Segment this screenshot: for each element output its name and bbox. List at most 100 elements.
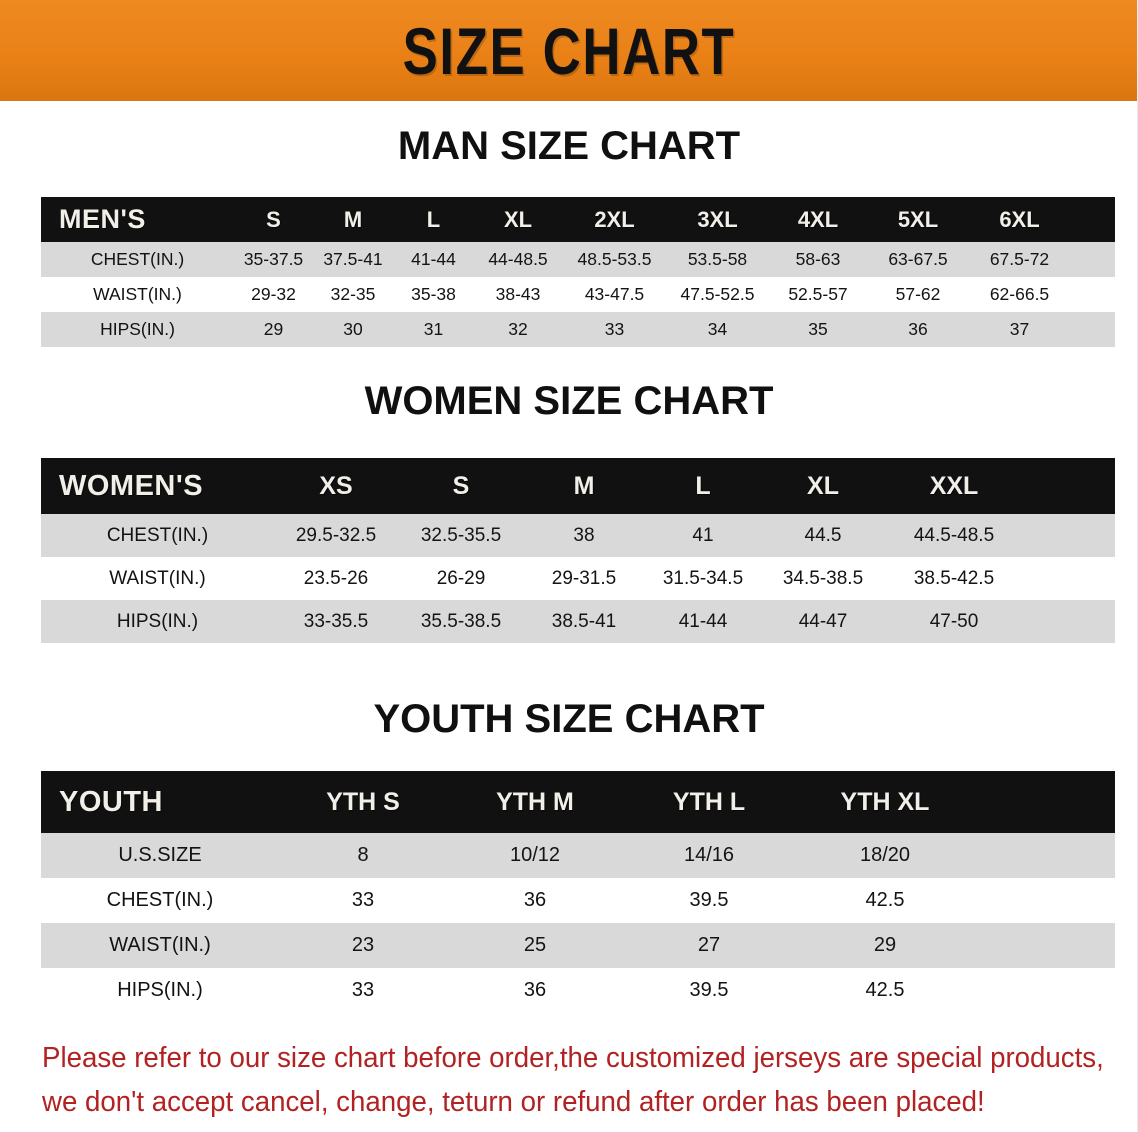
women-waist-filler <box>1024 557 1115 600</box>
youth-chest-m: 36 <box>523 889 547 911</box>
women-chest-xl: 44.5 <box>804 524 842 546</box>
table-header-row: WOMEN'S XS S M L XL XXL <box>41 458 1115 514</box>
man-waist-s: 29-32 <box>251 284 296 304</box>
man-col-m: M <box>343 206 363 232</box>
table-header-row: YOUTH YTH S YTH M YTH L YTH XL <box>41 771 1115 833</box>
youth-row-label-hips: HIPS(IN.) <box>117 979 203 1001</box>
man-waist-4xl: 52.5-57 <box>788 284 848 304</box>
man-chest-4xl: 58-63 <box>795 249 841 269</box>
man-chest-6xl: 67.5-72 <box>989 249 1050 269</box>
man-hips-2xl: 33 <box>604 319 625 339</box>
table-row: U.S.SIZE 8 10/12 14/16 18/20 <box>41 833 1115 878</box>
youth-size-table: YOUTH YTH S YTH M YTH L YTH XL U.S.SIZE … <box>41 771 1115 1013</box>
youth-hips-filler <box>975 968 1115 1013</box>
women-col-m: M <box>573 471 595 500</box>
youth-row-label-waist: WAIST(IN.) <box>109 934 211 956</box>
man-waist-l: 35-38 <box>411 284 456 304</box>
man-corner-label: MEN'S <box>59 204 146 234</box>
man-hips-5xl: 36 <box>908 319 928 339</box>
table-row: HIPS(IN.) 29 30 31 32 33 34 35 36 37 <box>41 312 1115 347</box>
women-hips-s: 35.5-38.5 <box>420 610 502 632</box>
women-col-xs: XS <box>319 471 353 500</box>
man-chest-xl: 44-48.5 <box>488 249 548 269</box>
women-hips-xs: 33-35.5 <box>303 610 369 632</box>
youth-chest-s: 33 <box>351 889 375 911</box>
man-waist-2xl: 43-47.5 <box>584 284 645 304</box>
table-row: WAIST(IN.) 23 25 27 29 <box>41 923 1115 968</box>
women-hips-l: 41-44 <box>678 610 728 632</box>
women-chest-xxl: 44.5-48.5 <box>913 524 995 546</box>
man-waist-m: 32-35 <box>330 284 376 304</box>
women-waist-xl: 34.5-38.5 <box>782 567 864 589</box>
table-row: HIPS(IN.) 33-35.5 35.5-38.5 38.5-41 41-4… <box>41 600 1115 643</box>
man-chest-filler <box>1071 242 1115 277</box>
youth-hips-s: 33 <box>351 979 375 1001</box>
man-chest-3xl: 53.5-58 <box>687 249 748 269</box>
youth-ussize-filler <box>975 833 1115 878</box>
man-waist-xl: 38-43 <box>495 284 541 304</box>
youth-chest-xl: 42.5 <box>865 889 905 911</box>
youth-col-filler <box>975 771 1115 833</box>
man-size-table: MEN'S S M L XL 2XL 3XL 4XL 5XL 6XL CHEST… <box>41 197 1115 347</box>
man-row-label-hips: HIPS(IN.) <box>100 319 175 339</box>
man-chest-m: 37.5-41 <box>323 249 383 269</box>
women-waist-s: 26-29 <box>436 567 486 589</box>
man-table-body: CHEST(IN.) 35-37.5 37.5-41 41-44 44-48.5… <box>41 242 1115 347</box>
man-chest-2xl: 48.5-53.5 <box>577 249 652 269</box>
youth-table-header: YOUTH YTH S YTH M YTH L YTH XL <box>41 771 1115 833</box>
man-col-s: S <box>266 206 281 232</box>
man-hips-m: 30 <box>343 319 363 339</box>
women-row-label-waist: WAIST(IN.) <box>109 567 206 589</box>
youth-ussize-m: 10/12 <box>509 844 561 866</box>
women-col-s: S <box>452 471 470 500</box>
man-hips-3xl: 34 <box>707 319 728 339</box>
table-row: CHEST(IN.) 29.5-32.5 32.5-35.5 38 41 44.… <box>41 514 1115 557</box>
women-hips-m: 38.5-41 <box>551 610 617 632</box>
table-header-row: MEN'S S M L XL 2XL 3XL 4XL 5XL 6XL <box>41 197 1115 242</box>
women-row-label-chest: CHEST(IN.) <box>106 524 209 546</box>
women-col-xl: XL <box>807 471 839 500</box>
man-col-2xl: 2XL <box>594 206 635 232</box>
man-chest-l: 41-44 <box>411 249 456 269</box>
man-waist-5xl: 57-62 <box>895 284 941 304</box>
table-row: CHEST(IN.) 35-37.5 37.5-41 41-44 44-48.5… <box>41 242 1115 277</box>
women-row-label-hips: HIPS(IN.) <box>116 610 199 632</box>
women-size-table: WOMEN'S XS S M L XL XXL CHEST(IN.) 29.5-… <box>41 458 1115 643</box>
youth-hips-m: 36 <box>523 979 547 1001</box>
women-waist-xxl: 38.5-42.5 <box>913 567 995 589</box>
youth-corner-label: YOUTH <box>59 785 163 818</box>
youth-col-yth-m: YTH M <box>496 787 574 816</box>
man-row-label-waist: WAIST(IN.) <box>93 284 182 304</box>
youth-col-yth-xl: YTH XL <box>840 787 930 816</box>
man-hips-l: 31 <box>423 319 444 339</box>
women-chest-xs: 29.5-32.5 <box>295 524 377 546</box>
women-hips-filler <box>1024 600 1115 643</box>
man-col-xl: XL <box>503 206 533 232</box>
man-table-header: MEN'S S M L XL 2XL 3XL 4XL 5XL 6XL <box>41 197 1115 242</box>
man-hips-s: 29 <box>263 319 284 339</box>
youth-waist-l: 27 <box>697 934 721 956</box>
youth-waist-s: 23 <box>351 934 375 956</box>
women-waist-m: 29-31.5 <box>551 567 617 589</box>
man-hips-6xl: 37 <box>1009 319 1030 339</box>
table-row: WAIST(IN.) 29-32 32-35 35-38 38-43 43-47… <box>41 277 1115 312</box>
section-title-youth: YOUTH SIZE CHART <box>373 697 765 741</box>
man-col-l: L <box>426 206 441 232</box>
women-table-header: WOMEN'S XS S M L XL XXL <box>41 458 1115 514</box>
youth-ussize-s: 8 <box>357 844 369 866</box>
youth-waist-xl: 29 <box>873 934 897 956</box>
section-title-women: WOMEN SIZE CHART <box>364 379 774 423</box>
man-waist-3xl: 47.5-52.5 <box>680 284 755 304</box>
youth-ussize-xl: 18/20 <box>859 844 911 866</box>
return-policy-line-2: we don't accept cancel, change, teturn o… <box>42 1086 985 1118</box>
youth-hips-l: 39.5 <box>689 979 729 1001</box>
youth-chest-l: 39.5 <box>689 889 729 911</box>
table-row: CHEST(IN.) 33 36 39.5 42.5 <box>41 878 1115 923</box>
youth-col-yth-l: YTH L <box>672 787 746 816</box>
page-banner: SIZE CHART <box>0 0 1137 101</box>
women-hips-xl: 44-47 <box>798 610 848 632</box>
youth-waist-m: 25 <box>523 934 547 956</box>
women-col-xxl: XXL <box>929 471 979 500</box>
youth-hips-xl: 42.5 <box>865 979 905 1001</box>
